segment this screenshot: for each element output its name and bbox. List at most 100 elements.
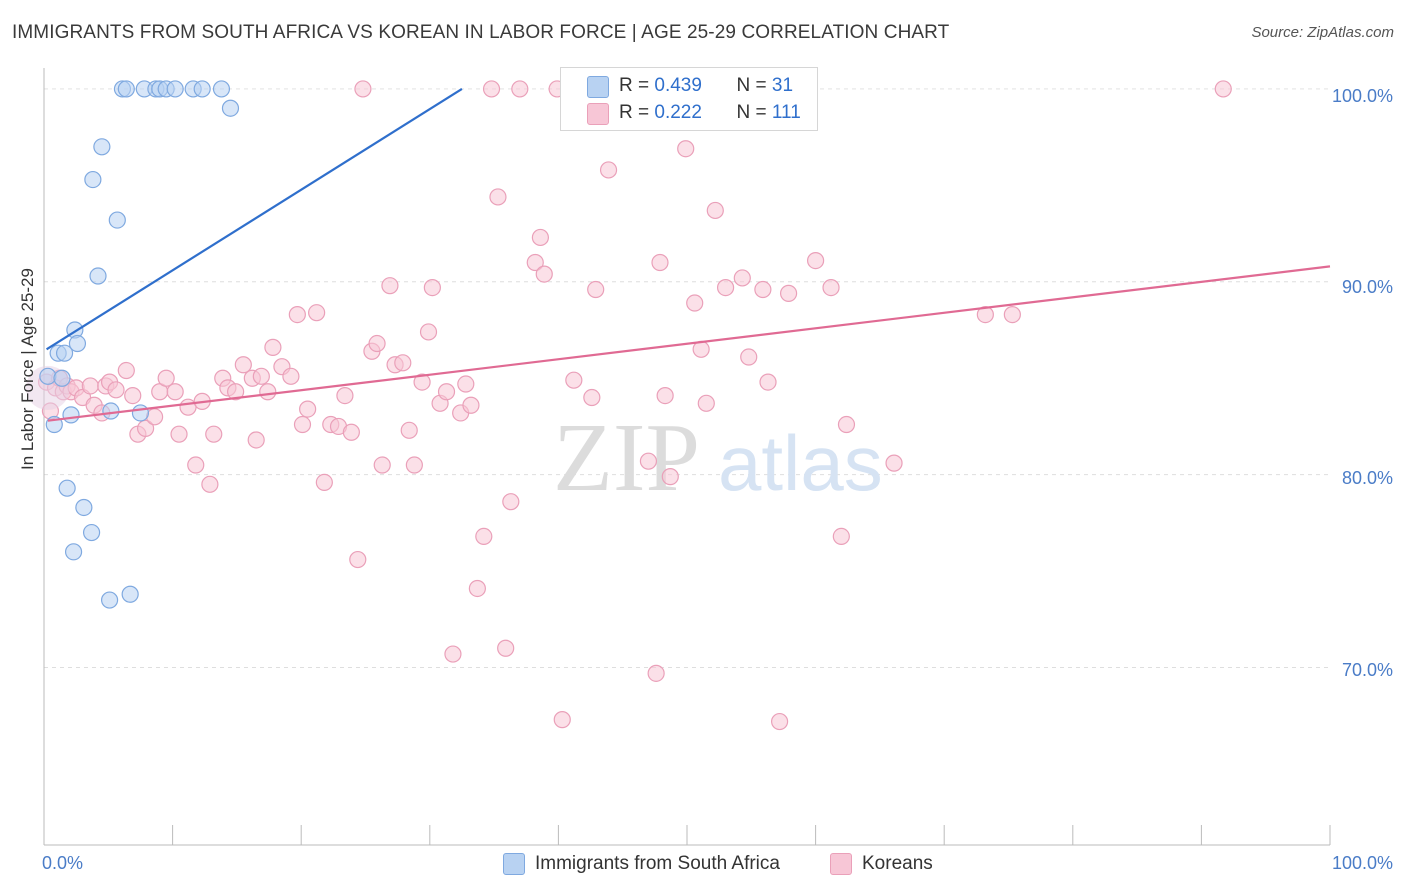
gridlines xyxy=(44,88,1330,669)
korean-point-61 xyxy=(423,278,441,297)
legend-swatch-blue xyxy=(587,76,609,98)
legend-row-2: R = 0.222 N = 111 xyxy=(619,102,801,126)
korean-point-96 xyxy=(733,269,751,287)
south-africa-point-30 xyxy=(221,99,240,117)
korean-point-35 xyxy=(252,367,270,385)
korean-point-39 xyxy=(282,367,300,385)
korean-point-44 xyxy=(315,473,333,491)
korean-point-87 xyxy=(656,387,674,405)
korean-point-57 xyxy=(400,421,418,439)
south-africa-point-7 xyxy=(64,543,83,561)
korean-point-42 xyxy=(299,400,317,418)
korean-point-98 xyxy=(754,280,772,299)
south-africa-point-20 xyxy=(121,585,139,603)
koreans-points xyxy=(25,80,1232,731)
korean-point-94 xyxy=(716,278,735,297)
korean-point-75 xyxy=(526,253,544,272)
korean-point-15 xyxy=(117,361,135,380)
bottom-legend-label-pink: Koreans xyxy=(862,853,933,874)
korean-point-25 xyxy=(187,456,205,474)
bottom-legend-swatch-blue xyxy=(503,853,525,875)
korean-point-74 xyxy=(511,80,529,98)
korean-point-48 xyxy=(342,423,360,441)
correlation-legend: R = 0.439 N = 31 R = 0.222 N = 111 xyxy=(560,67,818,131)
korean-point-103 xyxy=(806,251,825,270)
legend-n-value-1: 31 xyxy=(771,75,794,96)
korean-point-83 xyxy=(599,161,618,179)
bottom-legend-swatch-pink xyxy=(830,853,852,875)
korean-point-76 xyxy=(531,228,549,247)
bottom-legend-label-blue: Immigrants from South Africa xyxy=(535,853,780,874)
korean-point-67 xyxy=(462,396,480,414)
korean-point-43 xyxy=(308,304,326,322)
korean-point-60 xyxy=(419,323,438,341)
south-africa-trend-line xyxy=(45,87,463,351)
legend-r-label-1: R = xyxy=(619,75,650,96)
south-africa-point-17 xyxy=(100,591,119,609)
korean-point-56 xyxy=(394,354,412,372)
south-africa-points xyxy=(39,80,240,609)
y-tick-90: 90.0% xyxy=(1341,277,1393,297)
korean-point-59 xyxy=(413,373,431,391)
legend-row-1: R = 0.439 N = 31 xyxy=(619,75,793,99)
y-tick-70: 70.0% xyxy=(1341,660,1393,680)
korean-point-107 xyxy=(885,454,903,472)
y-axis-label: In Labor Force | Age 25-29 xyxy=(18,268,37,470)
south-africa-point-0 xyxy=(39,367,57,385)
korean-point-21 xyxy=(157,369,175,387)
trend-lines xyxy=(45,87,1331,422)
korean-point-99 xyxy=(759,373,777,391)
korean-point-34 xyxy=(247,431,265,449)
korean-point-73 xyxy=(502,493,520,511)
south-africa-point-14 xyxy=(89,267,107,285)
watermark-zip: ZIP xyxy=(553,404,700,512)
legend-swatch-pink xyxy=(587,103,609,125)
korean-point-49 xyxy=(349,550,367,569)
korean-point-97 xyxy=(740,348,758,366)
legend-n-value-2: 111 xyxy=(771,102,801,123)
korean-point-66 xyxy=(457,375,475,393)
korean-point-50 xyxy=(354,80,372,98)
legend-r-value-1: 0.439 xyxy=(654,75,702,96)
y-tick-80: 80.0% xyxy=(1341,468,1393,488)
legend-r-label-2: R = xyxy=(619,102,650,123)
south-africa-point-29 xyxy=(212,80,231,98)
korean-point-41 xyxy=(293,415,312,434)
korean-point-40 xyxy=(288,305,306,324)
south-africa-point-28 xyxy=(193,80,211,98)
korean-point-86 xyxy=(651,253,669,272)
south-africa-point-13 xyxy=(93,138,111,156)
korean-point-79 xyxy=(553,711,571,729)
korean-point-101 xyxy=(779,284,798,302)
chart-title: IMMIGRANTS FROM SOUTH AFRICA VS KOREAN I… xyxy=(12,22,950,43)
korean-point-90 xyxy=(686,294,704,312)
korean-point-27 xyxy=(201,475,219,493)
korean-point-89 xyxy=(677,140,695,158)
korean-point-77 xyxy=(535,265,553,283)
korean-point-85 xyxy=(647,664,665,682)
korean-point-54 xyxy=(381,277,399,295)
watermark: ZIP atlas xyxy=(553,404,883,512)
korean-point-88 xyxy=(661,468,679,486)
korean-point-104 xyxy=(822,278,840,297)
korean-point-105 xyxy=(832,527,850,546)
korean-point-47 xyxy=(336,387,354,405)
korean-point-37 xyxy=(264,338,282,356)
korean-point-23 xyxy=(170,425,188,443)
south-africa-point-21 xyxy=(131,404,150,422)
korean-point-70 xyxy=(482,80,501,98)
korean-point-16 xyxy=(124,387,142,405)
korean-point-92 xyxy=(697,394,715,412)
korean-point-32 xyxy=(234,356,252,374)
south-africa-point-16 xyxy=(102,402,120,420)
korean-point-110 xyxy=(1214,80,1232,98)
korean-point-36 xyxy=(259,383,277,401)
korean-point-19 xyxy=(145,408,164,426)
legend-n-label-1: N = xyxy=(736,75,767,96)
y-tick-100: 100.0% xyxy=(1331,86,1393,106)
south-africa-point-11 xyxy=(82,523,101,542)
korean-point-28 xyxy=(205,425,223,443)
korean-point-64 xyxy=(444,645,462,663)
legend-n-label-2: N = xyxy=(736,102,767,123)
